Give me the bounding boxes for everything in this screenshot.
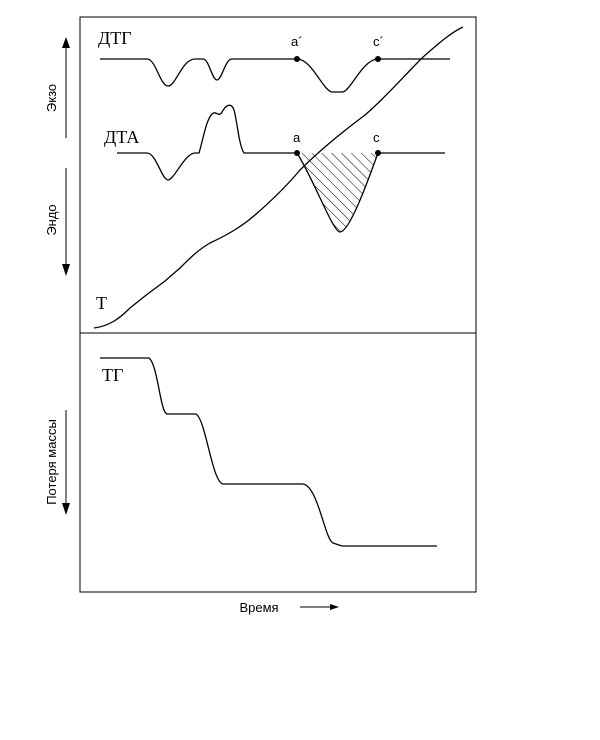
dta-hatched-area (297, 153, 378, 232)
dtg-curve (100, 58, 450, 93)
dta-curve (117, 104, 445, 233)
mass-loss-arrowhead (62, 503, 70, 515)
t-curve (93, 26, 464, 329)
lower-panel-frame (79, 332, 477, 593)
label-c-prime: c´ (373, 34, 384, 49)
endo-arrowhead (62, 264, 70, 276)
point-a (294, 150, 300, 156)
t-label: Т (96, 293, 107, 313)
exo-arrowhead (62, 37, 70, 48)
tg-curve (100, 357, 437, 547)
tg-label: ТГ (102, 365, 123, 385)
label-a: a (293, 130, 301, 145)
dtg-label: ДТГ (98, 28, 132, 48)
point-c (375, 150, 381, 156)
dta-label: ДТА (104, 127, 139, 147)
time-label: Время (239, 600, 278, 615)
point-c-prime (375, 56, 381, 62)
point-a-prime (294, 56, 300, 62)
mass-loss-label: Потеря массы (44, 419, 59, 505)
label-a-prime: a´ (291, 34, 303, 49)
label-c: c (373, 130, 380, 145)
endo-label: Эндо (44, 204, 59, 235)
time-arrowhead (330, 604, 339, 610)
exo-label: Экзо (44, 84, 59, 112)
